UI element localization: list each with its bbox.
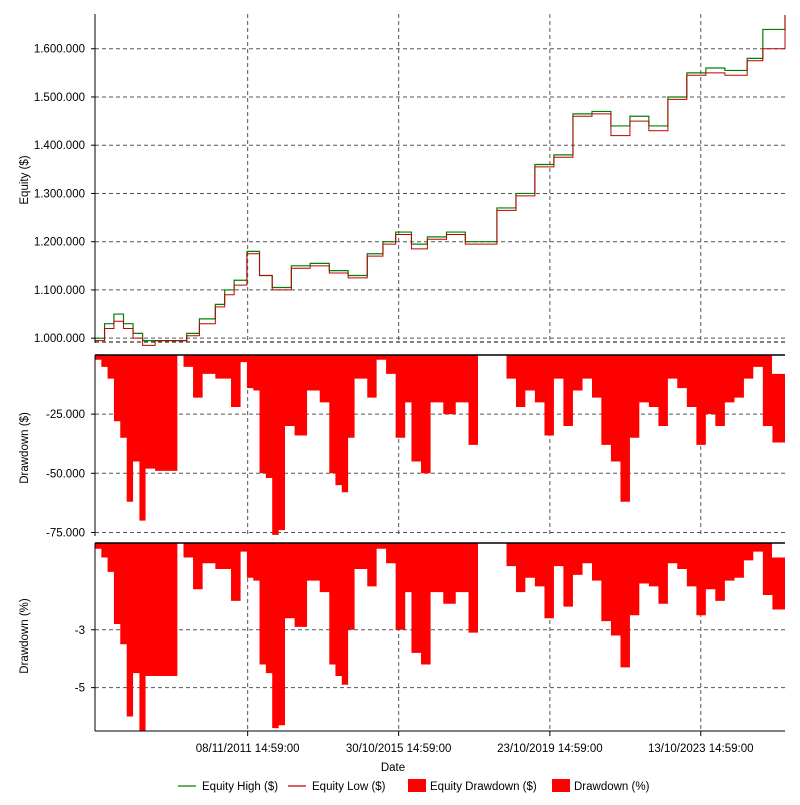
xtick-label-3: 13/10/2023 14:59:00 — [648, 743, 754, 755]
series-line-1 — [95, 14, 786, 346]
ytick-label-equity-3: 1.300.000 — [34, 188, 85, 200]
legend-label-0: Equity High ($) — [202, 781, 278, 793]
ylabel-equity: Equity ($) — [19, 155, 31, 204]
ytick-label-equity-6: 1.600.000 — [34, 44, 85, 56]
ytick-label-equity-1: 1.100.000 — [34, 285, 85, 297]
series-line-0 — [95, 14, 786, 342]
xtick-label-0: 08/11/2011 14:59:00 — [196, 743, 300, 755]
ytick-label-drawdown_usd-2: -75.000 — [46, 527, 85, 539]
legend-swatch-3 — [552, 779, 570, 792]
ytick-label-drawdown_usd-1: -50.000 — [46, 468, 85, 480]
xlabel: Date — [381, 762, 405, 774]
xtick-label-1: 30/10/2015 14:59:00 — [346, 743, 452, 755]
ylabel-drawdown-usd: Drawdown ($) — [19, 412, 31, 484]
axes-layer: 1.000.000 1.100.000 1.200.000 1.300.000 1.40… — [34, 14, 785, 755]
legend-label-3: Drawdown (%) — [574, 781, 650, 793]
ytick-label-drawdown_pct-0: -3 — [75, 625, 85, 637]
xtick-label-2: 23/10/2019 14:59:00 — [497, 743, 603, 755]
ytick-label-drawdown_pct-1: -5 — [75, 683, 85, 695]
ylabel-drawdown-pct: Drawdown (%) — [19, 598, 31, 674]
ytick-label-equity-5: 1.500.000 — [34, 92, 85, 104]
legend-swatch-2 — [408, 779, 426, 792]
ytick-label-drawdown_usd-0: -25.000 — [46, 409, 85, 421]
ytick-label-equity-4: 1.400.000 — [34, 140, 85, 152]
ytick-label-equity-0: 1.000.000 — [34, 333, 85, 345]
legend-label-1: Equity Low ($) — [312, 781, 386, 793]
legend-label-2: Equity Drawdown ($) — [430, 781, 537, 793]
legend: Equity High ($) Equity Low ($) Equity Draw… — [178, 779, 650, 793]
data-layer — [95, 14, 786, 731]
ytick-label-equity-2: 1.200.000 — [34, 237, 85, 249]
series-area-2 — [95, 355, 785, 535]
series-area-3 — [95, 543, 785, 731]
